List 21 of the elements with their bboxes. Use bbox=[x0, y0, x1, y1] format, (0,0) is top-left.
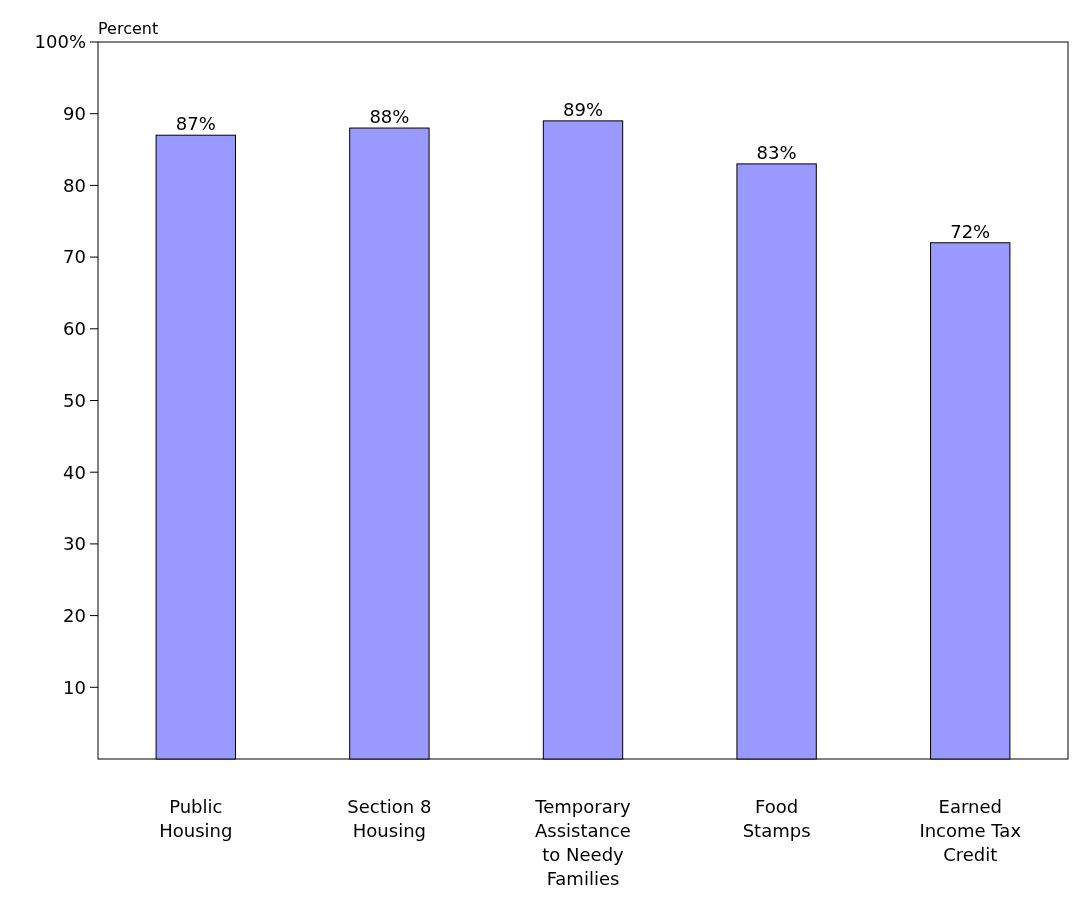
data-label: 72% bbox=[950, 220, 991, 242]
x-tick-label: Temporary Assistance to Needy Families bbox=[534, 796, 632, 889]
data-label: 83% bbox=[756, 141, 797, 163]
x-tick-label: Food Stamps bbox=[742, 796, 811, 841]
y-tick-label: 40 bbox=[63, 461, 86, 483]
data-label: 88% bbox=[369, 106, 410, 128]
y-tick-label: 80 bbox=[63, 174, 86, 196]
x-tick-label: Section 8 Housing bbox=[347, 796, 432, 841]
y-tick-label: 60 bbox=[63, 318, 86, 340]
x-tick-label: Earned Income Tax Credit bbox=[919, 796, 1022, 865]
data-label: 89% bbox=[562, 98, 604, 120]
y-tick-label: 90 bbox=[63, 103, 86, 124]
y-tick-label: 10 bbox=[63, 676, 86, 698]
x-tick-label: Public Housing bbox=[159, 796, 233, 841]
y-tick-label: 70 bbox=[63, 246, 86, 268]
y-tick-label: 100% bbox=[34, 31, 86, 53]
data-label: 87% bbox=[175, 113, 216, 135]
y-tick-label: 30 bbox=[63, 533, 86, 555]
y-tick-label: 50 bbox=[63, 389, 86, 411]
y-tick-label: 20 bbox=[63, 604, 86, 626]
y-axis-title: Percent bbox=[98, 19, 159, 38]
